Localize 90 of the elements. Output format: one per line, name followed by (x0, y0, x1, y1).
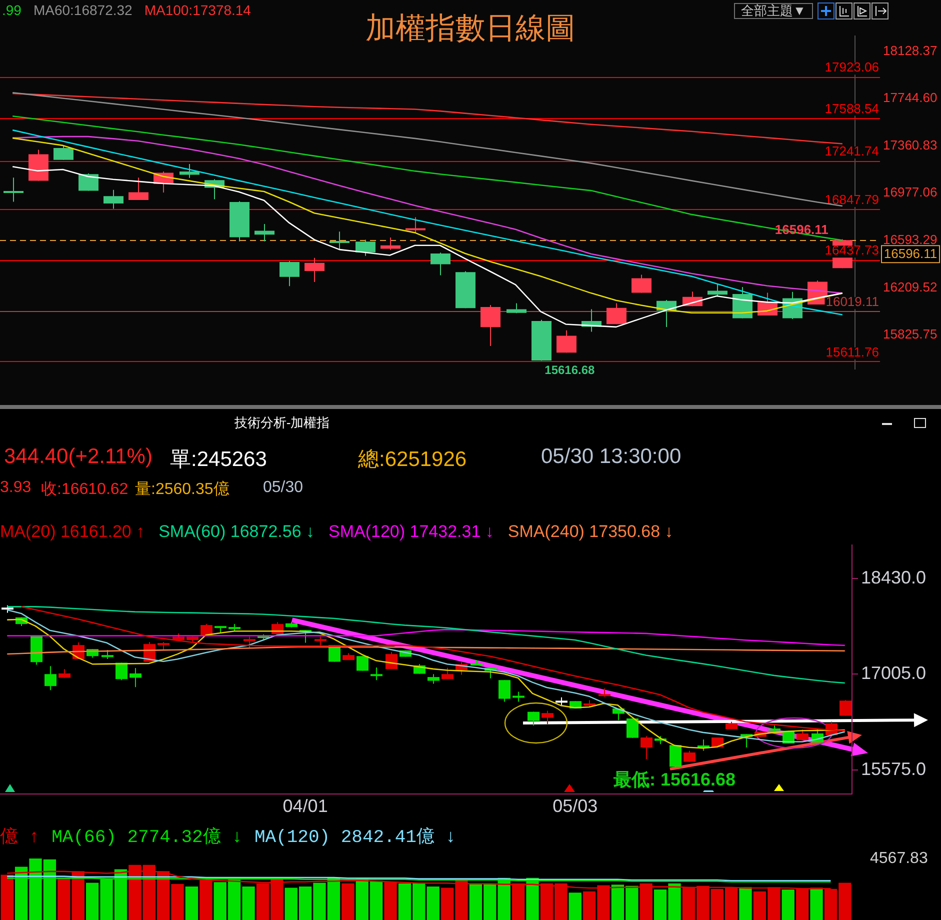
candlestick (304, 257, 324, 282)
y-tick-label: 17005.0 (861, 663, 926, 684)
candlestick (180, 164, 200, 178)
text: 05/30 13:30:00 (541, 445, 682, 469)
text: 單:245263 (170, 447, 267, 473)
candlestick (670, 744, 682, 768)
y-tick-label: 18430.0 (861, 567, 926, 588)
candlestick (684, 750, 696, 762)
bar (810, 888, 823, 920)
annotation: 最低: 15616.68 (612, 769, 736, 790)
text: MA100:17378.14 (144, 2, 251, 18)
candlestick (480, 304, 500, 347)
candlestick (280, 260, 300, 287)
ref-line-label: 17241.74 (824, 144, 879, 159)
candlestick (708, 284, 728, 297)
candlestick (428, 674, 440, 684)
candlestick (406, 216, 426, 234)
candlestick (4, 177, 24, 202)
text: 05/30 (263, 479, 304, 497)
candlestick (104, 189, 124, 210)
ref-line-label: 16437.73 (824, 242, 879, 258)
bar (185, 886, 198, 920)
text: 量:2560.35億 (135, 480, 230, 500)
chart-title: 加權指數日線圖 (366, 12, 576, 45)
candlestick (44, 666, 56, 691)
candlestick (102, 650, 114, 660)
candlestick (78, 172, 98, 192)
candlestick (330, 231, 350, 250)
candlestick (244, 636, 256, 649)
y-tick-label: 17744.60 (883, 90, 938, 106)
text: MA(20) 16161.20 ↑ (0, 522, 145, 542)
ref-line-label: 16596.11 (884, 246, 938, 262)
text: SMA(120) 17432.31 ↓ (328, 522, 494, 542)
bar (342, 883, 354, 920)
text: MA60:16872.32 (33, 2, 132, 18)
bar (58, 878, 70, 920)
candlestick (116, 662, 128, 681)
x-tick-label: 05/03 (552, 796, 598, 816)
y-tick-label: 16209.52 (883, 279, 938, 294)
candlestick (512, 691, 524, 702)
bar (426, 886, 440, 920)
candlestick (498, 680, 510, 702)
text: SMA(240) 17350.68 ↓ (508, 522, 674, 542)
bar (568, 892, 582, 920)
text: 344.40(+2.11%) (4, 445, 152, 469)
ref-line-label: 16847.79 (824, 192, 879, 208)
y-tick-label: 17360.83 (883, 137, 938, 152)
ref-line-label: 17923.06 (824, 60, 879, 75)
candlestick (528, 711, 540, 726)
candlestick (356, 656, 368, 672)
candlestick (128, 177, 148, 201)
candlestick (356, 239, 376, 256)
text: 總:6251926 (358, 447, 467, 473)
text: SMA(60) 16872.56 ↓ (158, 522, 315, 542)
candlestick (606, 302, 626, 325)
ref-line-label: 17588.54 (824, 100, 879, 116)
bar (739, 887, 752, 920)
text: 收:16610.62 (41, 480, 128, 500)
candlestick (130, 668, 142, 688)
ref-line-label: 15611.76 (826, 344, 879, 360)
candlestick (380, 236, 400, 250)
candlestick (370, 666, 382, 681)
y-tick-label: 18128.37 (883, 42, 938, 58)
candlestick (640, 736, 652, 760)
candlestick (254, 224, 274, 242)
candlestick (430, 252, 450, 276)
candlestick (542, 710, 554, 725)
candlestick (54, 144, 74, 160)
ref-line-label: 16019.11 (826, 294, 879, 310)
annotation: 15616.68 (544, 363, 596, 378)
candlestick (626, 718, 638, 738)
candlestick (632, 274, 652, 294)
text: 全部主題▼ (734, 3, 813, 19)
series-label: MA(66) 2774.32億 ↓ (52, 826, 242, 848)
text: 4567.83 (870, 850, 928, 868)
y-tick-label: 16977.06 (883, 184, 938, 200)
annotation: 16596.11 (774, 222, 828, 238)
candlestick (840, 700, 852, 716)
chart-title: 技術分析-加權指 (233, 414, 331, 432)
text: .99 (2, 2, 22, 18)
y-tick-label: 16593.29 (883, 232, 938, 247)
candlestick (556, 330, 576, 354)
series-label: MA(120) 2842.41億 ↓ (254, 826, 456, 848)
series-label: 億 ↑ (0, 826, 40, 848)
x-tick-label: 04/01 (282, 796, 328, 816)
text: 3.93 (0, 479, 32, 497)
y-tick-label: 15825.75 (883, 326, 938, 342)
y-tick-label: 15575.0 (861, 759, 926, 780)
bar (782, 890, 794, 920)
candlestick (314, 636, 326, 647)
